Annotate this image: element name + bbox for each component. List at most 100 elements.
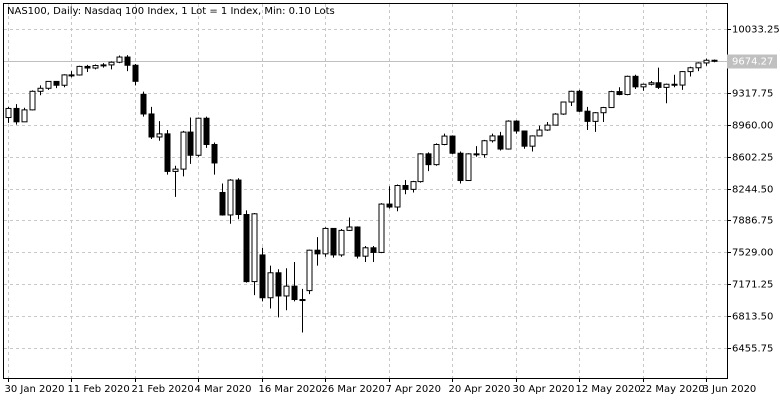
candle-body xyxy=(267,272,274,299)
candle-body xyxy=(624,75,631,96)
candle-body xyxy=(211,143,218,164)
candle-body xyxy=(338,229,345,256)
candle-body xyxy=(703,59,710,64)
candle-body xyxy=(219,191,226,216)
x-tick-label: 4 Mar 2020 xyxy=(195,384,252,395)
candle-body xyxy=(68,74,75,77)
candle-body xyxy=(655,82,662,88)
candle-body xyxy=(394,185,401,208)
candle-body xyxy=(243,214,250,283)
candle-body xyxy=(37,87,44,92)
candle-body xyxy=(433,143,440,166)
x-tick-label: 21 Feb 2020 xyxy=(132,384,194,395)
candle-body xyxy=(457,152,464,182)
candle-body xyxy=(164,133,171,172)
candle-body xyxy=(663,83,670,88)
candle-body xyxy=(45,80,52,89)
candle-body xyxy=(378,203,385,253)
price-label-box xyxy=(727,54,777,69)
candle-body xyxy=(156,133,163,138)
y-tick-label: 8602.25 xyxy=(732,153,773,164)
candle-body xyxy=(148,113,155,138)
candle-body xyxy=(76,65,83,76)
candle-body xyxy=(29,90,36,111)
x-tick-label: 26 Mar 2020 xyxy=(322,384,385,395)
candle-body xyxy=(116,56,123,63)
candle-body xyxy=(592,112,599,122)
candle-body xyxy=(521,130,528,147)
plot-frame xyxy=(3,3,728,379)
candle-body xyxy=(679,71,686,86)
candle-body xyxy=(386,203,393,208)
candle-body xyxy=(695,62,702,69)
y-tick-label: 7529.00 xyxy=(732,248,773,259)
candle-body xyxy=(61,74,68,86)
candle-body xyxy=(354,226,361,257)
candle-body xyxy=(299,299,306,302)
candle-body xyxy=(576,90,583,112)
x-tick-label: 16 Mar 2020 xyxy=(259,384,322,395)
candle-body xyxy=(513,120,520,132)
x-tick-label: 3 Jun 2020 xyxy=(703,384,757,395)
candle-body xyxy=(251,213,258,283)
candle-body xyxy=(291,285,298,301)
candle-body xyxy=(370,247,377,253)
candle-body xyxy=(180,131,187,170)
candle-body xyxy=(648,82,655,85)
candle-body xyxy=(632,75,639,88)
candle-body xyxy=(100,64,107,67)
candle-body xyxy=(314,249,321,255)
candle-body xyxy=(711,59,718,62)
candle-body xyxy=(536,129,543,137)
x-tick-label: 11 Feb 2020 xyxy=(68,384,130,395)
candle-body xyxy=(108,61,115,66)
candle-body xyxy=(92,65,99,69)
candle-body xyxy=(505,120,512,150)
candle-body xyxy=(441,135,448,145)
candle-body xyxy=(489,135,496,142)
candle-body xyxy=(568,90,575,103)
candle-body xyxy=(203,117,210,145)
candle-body xyxy=(322,227,329,255)
x-tick-label: 12 May 2020 xyxy=(576,384,641,395)
x-tick-label: 30 Jan 2020 xyxy=(5,384,65,395)
candle-body xyxy=(417,153,424,183)
candle-body xyxy=(584,110,591,122)
candle-body xyxy=(402,185,409,190)
candle-body xyxy=(140,93,147,115)
candle-body xyxy=(529,135,536,147)
candle-body xyxy=(552,113,559,126)
candle-body xyxy=(473,153,480,156)
y-tick-label: 7171.25 xyxy=(732,280,773,291)
candle-body xyxy=(346,226,353,231)
y-tick-label: 6455.75 xyxy=(732,344,773,355)
candle-body xyxy=(259,254,266,299)
candle-body xyxy=(235,179,242,216)
price-label: 9674.27 xyxy=(732,57,773,68)
candle-body xyxy=(132,64,139,82)
chart-title: NAS100, Daily: Nasdaq 100 Index, 1 Lot =… xyxy=(7,6,335,17)
candle-body xyxy=(13,107,20,123)
x-tick-label: 20 Apr 2020 xyxy=(449,384,511,395)
y-tick-label: 6813.50 xyxy=(732,312,773,323)
candle-body xyxy=(465,153,472,182)
y-tick-label: 7886.75 xyxy=(732,216,773,227)
candle-body xyxy=(608,91,615,109)
candle-body xyxy=(84,65,91,69)
y-tick-label: 8244.50 xyxy=(732,185,773,196)
candle-body xyxy=(362,247,369,257)
candle-body xyxy=(330,227,337,256)
x-tick-label: 30 Apr 2020 xyxy=(513,384,575,395)
candle-body xyxy=(687,67,694,73)
y-tick-label: 9317.75 xyxy=(732,89,773,100)
candle-body xyxy=(21,109,28,123)
candle-body xyxy=(497,135,504,150)
y-tick-label: 8960.00 xyxy=(732,121,773,132)
candle-body xyxy=(544,124,551,131)
candle-body xyxy=(671,83,678,86)
x-tick-label: 22 May 2020 xyxy=(640,384,705,395)
candle-body xyxy=(187,131,194,156)
candle-body xyxy=(195,117,202,156)
